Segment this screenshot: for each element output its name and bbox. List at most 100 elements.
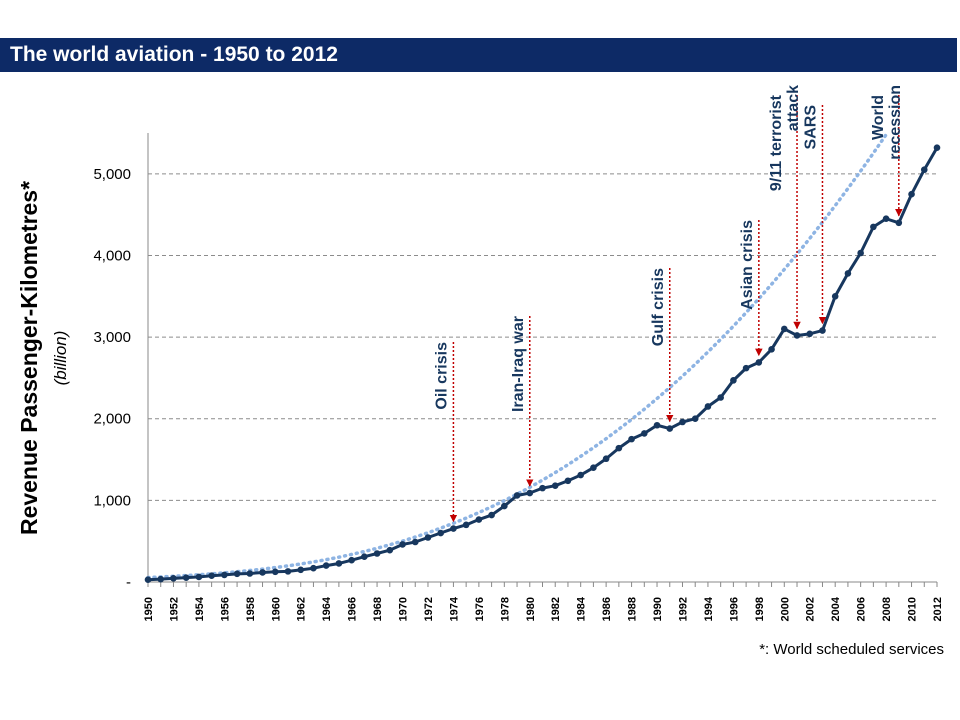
data-point [208,572,215,580]
data-point [539,484,546,492]
title-bar: The world aviation - 1950 to 2012 [0,38,957,72]
data-point [819,327,826,334]
x-tick-label: 1994 [703,596,715,621]
series-line [147,146,939,582]
x-tick-label: 1972 [423,597,435,621]
x-tick-label: 2008 [881,597,893,621]
y-tick-label: - [126,574,131,591]
x-tick-label: 1996 [728,597,740,621]
data-point [768,346,775,353]
data-point [755,359,763,366]
annotation-label: World [870,95,887,140]
footnote: *: World scheduled services [759,641,944,658]
data-point [271,568,279,576]
data-point [513,492,521,499]
data-point [730,377,737,384]
data-point [933,144,941,151]
data-point [157,575,165,583]
data-point [564,477,572,485]
x-tick-label: 1952 [168,597,180,621]
x-tick-label: 1978 [499,597,511,621]
data-point [310,564,317,572]
data-point [411,538,419,546]
y-tick-label: 2,000 [93,411,131,428]
y-axis-unit: (billion) [51,331,70,386]
data-point [424,534,432,541]
x-tick-label: 1960 [270,597,282,621]
data-point [233,570,241,578]
data-point [335,560,343,567]
data-point [704,403,712,410]
data-point [806,330,814,338]
data-point [602,455,610,463]
data-point [691,415,699,423]
data-point [501,502,508,510]
page-title: The world aviation - 1950 to 2012 [10,43,338,66]
data-point [462,521,470,529]
data-point [870,223,877,231]
data-point [577,471,584,479]
data-point [386,546,394,554]
x-tick-label: 1976 [474,597,486,621]
data-point [475,516,483,523]
x-tick-label: 2002 [805,597,817,621]
y-tick-label: 5,000 [93,166,131,183]
data-point [590,464,597,472]
x-tick-label: 2000 [779,597,791,621]
data-point [284,568,292,575]
x-tick-label: 1984 [576,596,588,621]
data-point [742,364,750,372]
data-point [322,562,330,569]
data-point [246,570,254,577]
data-point [361,553,368,560]
x-tick-label: 2004 [830,596,842,621]
x-tick-label: 1990 [652,597,664,621]
data-point [666,425,674,432]
data-point [628,435,635,443]
x-tick-label: 1966 [347,597,359,621]
y-tick-label: 1,000 [93,492,131,509]
data-point [615,444,623,452]
data-point [450,525,457,532]
x-tick-label: 1986 [601,597,613,621]
annotation-label: Gulf crisis [650,268,667,346]
x-tick-label: 1982 [550,597,562,621]
data-point [793,332,801,339]
annotation-label-line2: recession [887,85,904,160]
data-point [348,556,355,564]
x-tick-label: 1964 [321,596,333,621]
data-point [641,430,648,437]
data-point [373,550,381,557]
x-tick-label: 1970 [398,597,410,621]
annotation-label: Iran-Iraq war [510,316,527,412]
x-tick-label: 1950 [143,597,155,621]
data-point [488,511,495,519]
data-point [844,270,852,277]
x-tick-label: 2006 [856,597,868,621]
data-point [221,571,228,579]
data-point [780,325,788,333]
data-point [297,566,305,574]
x-tick-label: 2012 [932,597,944,621]
annotation-label: 9/11 terrorist [768,94,785,191]
data-point [437,529,444,537]
data-point [399,541,406,548]
x-tick-label: 1988 [627,597,639,621]
y-axis-label: Revenue Passenger-Kilometres* [16,181,42,535]
data-point [195,573,203,581]
annotation-label: Asian crisis [739,220,756,310]
data-point [831,292,839,300]
data-point [259,569,266,576]
annotation-label-line2: attack [785,85,802,131]
data-point [144,576,152,584]
data-point [170,575,177,582]
data-point [882,215,890,223]
data-point [717,394,724,401]
annotation-label: SARS [802,105,819,150]
x-tick-label: 1956 [219,597,231,621]
y-tick-label: 4,000 [93,247,131,264]
data-point [526,489,534,497]
trend-line [146,132,888,580]
data-point [679,418,686,426]
